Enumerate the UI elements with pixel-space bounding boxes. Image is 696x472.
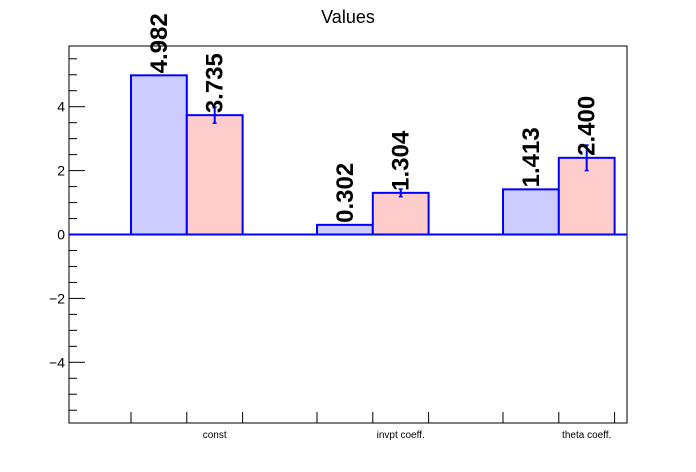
bar-invpt-coeff--series-2 <box>371 191 430 236</box>
bar-const-series-2 <box>185 114 244 236</box>
data-label: 1.413 <box>518 127 545 187</box>
x-category-label: invpt coeff. <box>377 430 425 441</box>
y-tick-label: 4 <box>57 99 65 115</box>
data-label: 0.302 <box>332 163 359 223</box>
y-tick-label: 0 <box>57 227 65 243</box>
y-tick-label: −2 <box>49 290 65 306</box>
bar-invpt-coeff--series-1 <box>316 223 374 236</box>
x-category-label: const <box>203 430 227 441</box>
data-label: 4.982 <box>146 13 173 73</box>
bar-const-series-1 <box>130 74 188 236</box>
plot-area: −4 −2 0 2 4 4.982 0.302 1.413 3.735 1.304 2.400 con… <box>49 13 628 441</box>
y-tick-label: −4 <box>49 354 65 370</box>
x-category-label: theta coeff. <box>562 430 611 441</box>
data-label: 1.304 <box>388 130 415 191</box>
bar-theta-coeff--series-1 <box>502 188 560 236</box>
data-label: 2.400 <box>574 96 601 156</box>
data-label: 3.735 <box>202 53 229 113</box>
chart-title: Values <box>321 7 375 27</box>
y-tick-label: 2 <box>57 163 65 179</box>
